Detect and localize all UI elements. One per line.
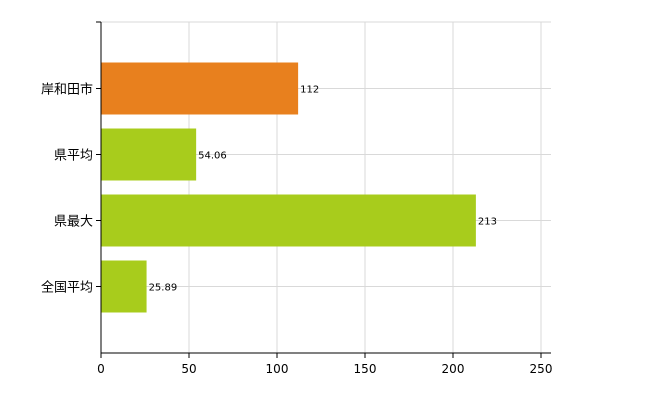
data-label-3: 25.89 xyxy=(149,283,178,294)
labels: 112 岸和田市 54.06 県平均 213 県最大 25.89 全国平均 0 50 100 150 2… xyxy=(41,82,552,377)
x-tick-label-1: 50 xyxy=(181,362,196,376)
category-label-1: 県平均 xyxy=(54,149,93,164)
x-tick-label-5: 250 xyxy=(530,362,553,376)
data-label-0: 112 xyxy=(300,85,319,96)
x-tick-label-3: 150 xyxy=(354,362,377,376)
data-label-1: 54.06 xyxy=(198,151,227,162)
bar-0 xyxy=(101,62,299,115)
category-label-3: 全国平均 xyxy=(41,280,93,296)
axes xyxy=(96,21,551,358)
bar-3 xyxy=(101,260,147,313)
x-tick-label-0: 0 xyxy=(97,362,105,376)
category-label-0: 岸和田市 xyxy=(41,82,93,98)
x-tick-label-2: 100 xyxy=(266,362,289,376)
x-tick-label-4: 200 xyxy=(442,362,465,376)
category-label-2: 県最大 xyxy=(54,215,93,230)
bar-1 xyxy=(101,128,197,181)
bar-2 xyxy=(101,194,476,247)
bars xyxy=(101,62,476,313)
data-label-2: 213 xyxy=(478,217,497,228)
